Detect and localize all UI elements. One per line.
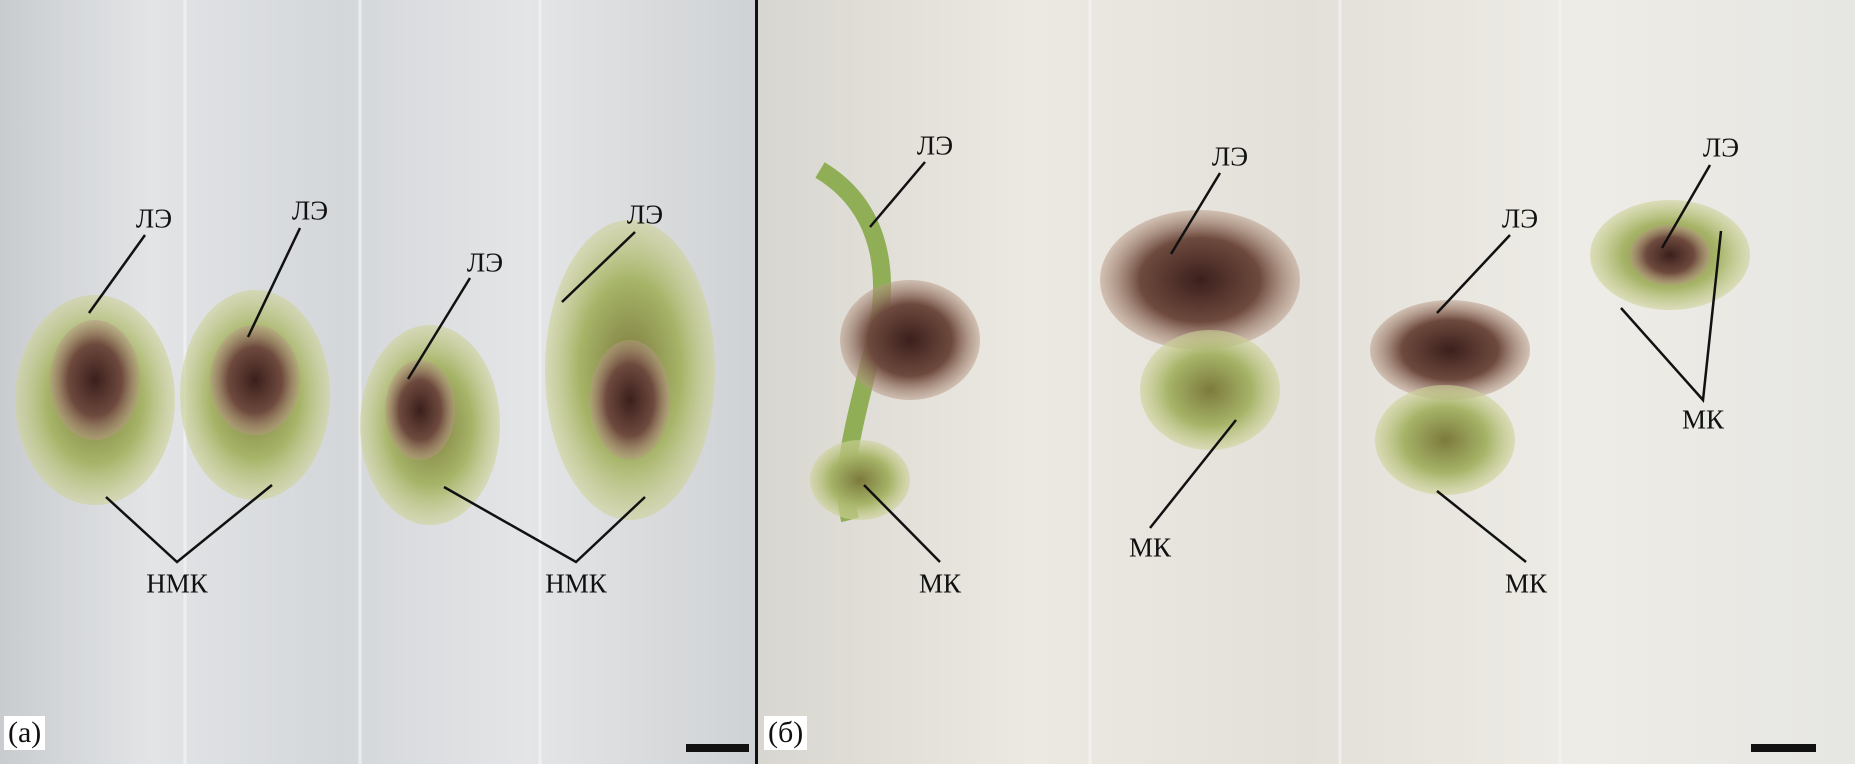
label-nmk: НМК bbox=[146, 568, 208, 599]
scale-bar-b bbox=[1751, 744, 1816, 752]
label-le: ЛЭ bbox=[626, 199, 664, 230]
label-mk: МК bbox=[1681, 404, 1725, 435]
label-nmk: НМК bbox=[545, 568, 607, 599]
label-le: ЛЭ bbox=[1501, 203, 1539, 234]
label-le: ЛЭ bbox=[291, 195, 329, 226]
label-le: ЛЭ bbox=[135, 203, 173, 234]
label-le: ЛЭ bbox=[916, 130, 954, 161]
label-mk: МК bbox=[918, 568, 962, 599]
annotation-arrows bbox=[87, 161, 1723, 564]
label-le: ЛЭ bbox=[466, 247, 504, 278]
panel-divider bbox=[755, 0, 758, 764]
label-le: ЛЭ bbox=[1211, 141, 1249, 172]
panel-label-b: (б) bbox=[764, 716, 808, 750]
callus-cultures-a bbox=[15, 220, 715, 525]
panel-label-a: (а) bbox=[4, 716, 46, 750]
label-le: ЛЭ bbox=[1702, 132, 1740, 163]
callus-cultures-b bbox=[810, 162, 1750, 523]
label-mk: МК bbox=[1128, 532, 1172, 563]
label-mk: МК bbox=[1504, 568, 1548, 599]
scale-bar-a bbox=[686, 744, 749, 752]
